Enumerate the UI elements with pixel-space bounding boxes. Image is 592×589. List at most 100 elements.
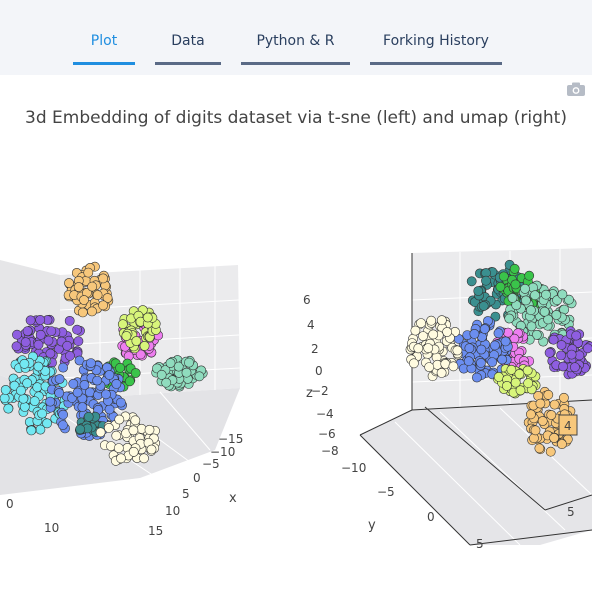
- scatter-point: [530, 290, 540, 301]
- tab-python-r[interactable]: Python & R: [241, 33, 350, 65]
- left-cluster-blue[interactable]: [45, 355, 127, 441]
- left-point-cloud[interactable]: [0, 261, 208, 466]
- left-x-axis-label: x: [229, 491, 237, 506]
- left-cluster-cream[interactable]: [95, 411, 160, 466]
- right-cluster-mint[interactable]: [503, 280, 577, 347]
- tab-plot[interactable]: Plot: [73, 33, 135, 65]
- tab-forking-history-label: Forking History: [383, 33, 489, 49]
- tab-python-r-underline: [241, 62, 350, 65]
- scatter-point: [40, 365, 51, 376]
- scatter-point: [442, 327, 452, 337]
- left-y-tick-1: 10: [44, 521, 59, 535]
- right-z-axis-label: z: [306, 386, 313, 401]
- scatter-point: [452, 345, 463, 356]
- scatter-point: [546, 410, 557, 420]
- scatter-point: [130, 368, 141, 378]
- scatter-point: [426, 315, 437, 326]
- left-x-tick-1: −10: [210, 445, 235, 459]
- left-x-tick-3: 0: [193, 471, 201, 485]
- scatter-point: [18, 393, 29, 404]
- scatter-point: [544, 347, 555, 358]
- scatter-point: [510, 377, 521, 388]
- scatter-point: [504, 313, 515, 324]
- scatter-point: [466, 276, 477, 287]
- tab-data[interactable]: Data: [155, 33, 221, 65]
- scatter-point: [463, 356, 474, 367]
- scatter-point: [72, 387, 83, 398]
- scatter-point: [58, 362, 68, 373]
- scatter-point: [3, 403, 14, 414]
- scatter-point: [83, 411, 94, 422]
- tab-plot-underline: [73, 62, 135, 65]
- scatter-point: [570, 362, 580, 373]
- scatter-point: [424, 362, 435, 372]
- scatter-point: [77, 402, 88, 412]
- tab-plot-label: Plot: [90, 33, 118, 49]
- scatter-point: [539, 306, 550, 317]
- scatter-point: [75, 424, 86, 435]
- scatter-point: [45, 396, 56, 407]
- tab-bar: Plot Data Python & R Forking History: [0, 0, 592, 75]
- scatter-point: [72, 324, 82, 335]
- scatter-point: [418, 331, 428, 341]
- scatter-point: [487, 357, 498, 367]
- hover-label: 4: [558, 414, 578, 436]
- scatter-point: [128, 425, 139, 436]
- right-cluster-lime[interactable]: [493, 364, 541, 399]
- scatter-point: [146, 444, 157, 455]
- scatter-point: [548, 334, 559, 345]
- left-cluster-lime[interactable]: [117, 305, 161, 354]
- scatter-point: [32, 382, 43, 393]
- right-cluster-cream[interactable]: [405, 315, 463, 382]
- scatter-point: [35, 314, 46, 325]
- scatter-point: [498, 271, 509, 282]
- right-cluster-purple[interactable]: [544, 326, 592, 380]
- scatter-point: [139, 340, 150, 351]
- scatter-point: [139, 453, 149, 464]
- left-cluster-mint[interactable]: [151, 355, 208, 392]
- scatter-point: [113, 443, 124, 453]
- left-3d-scene[interactable]: −15 −10 −5 0 5 10 15 x 0 10: [0, 260, 243, 538]
- scatter-point: [26, 425, 37, 436]
- scatter-point: [551, 309, 562, 320]
- scatter-point: [73, 282, 84, 292]
- tab-data-label: Data: [171, 33, 205, 49]
- scatter-point: [87, 306, 97, 317]
- scatter-point: [534, 443, 545, 454]
- right-point-cloud[interactable]: [405, 259, 592, 457]
- right-3d-scene[interactable]: 6 4 2 0 −2 −4 −6 −8 z −10 −5 0 5 y 5 4: [303, 248, 592, 551]
- tab-python-r-label: Python & R: [256, 33, 335, 49]
- left-cluster-teal[interactable]: [75, 411, 108, 437]
- scatter-point: [11, 341, 22, 352]
- left-cluster-orange[interactable]: [63, 261, 114, 318]
- scatter-point: [410, 325, 421, 336]
- scatter-point: [114, 414, 125, 425]
- scatter-point: [142, 312, 153, 323]
- scatter-point: [12, 329, 22, 340]
- scatter-point: [571, 330, 582, 341]
- scatter-point: [506, 364, 517, 375]
- scatter-point: [104, 422, 114, 433]
- plot-area[interactable]: −15 −10 −5 0 5 10 15 x 0 10: [0, 150, 592, 580]
- tab-forking-history[interactable]: Forking History: [370, 33, 502, 65]
- scatter-point: [135, 349, 146, 360]
- scatter-point: [524, 270, 535, 281]
- scatter-point: [77, 307, 88, 318]
- scatter-point: [79, 379, 90, 390]
- scatter-point: [500, 336, 511, 347]
- scatter-point: [35, 329, 46, 340]
- scatter-point: [79, 295, 89, 305]
- scatter-point: [564, 294, 574, 305]
- left-cluster-cyan[interactable]: [0, 351, 70, 436]
- scatter-point: [37, 408, 47, 419]
- scatter-point: [535, 398, 546, 409]
- camera-icon[interactable]: [567, 82, 585, 96]
- right-cluster-orange[interactable]: [523, 386, 576, 457]
- scatter-point: [495, 281, 506, 292]
- scatter-point: [165, 358, 176, 368]
- scatter-point: [541, 289, 551, 300]
- left-cluster-purple[interactable]: [11, 314, 85, 370]
- right-x-tick-0: 5: [567, 505, 575, 519]
- scatter-point: [501, 380, 512, 391]
- scatter-point: [58, 420, 68, 430]
